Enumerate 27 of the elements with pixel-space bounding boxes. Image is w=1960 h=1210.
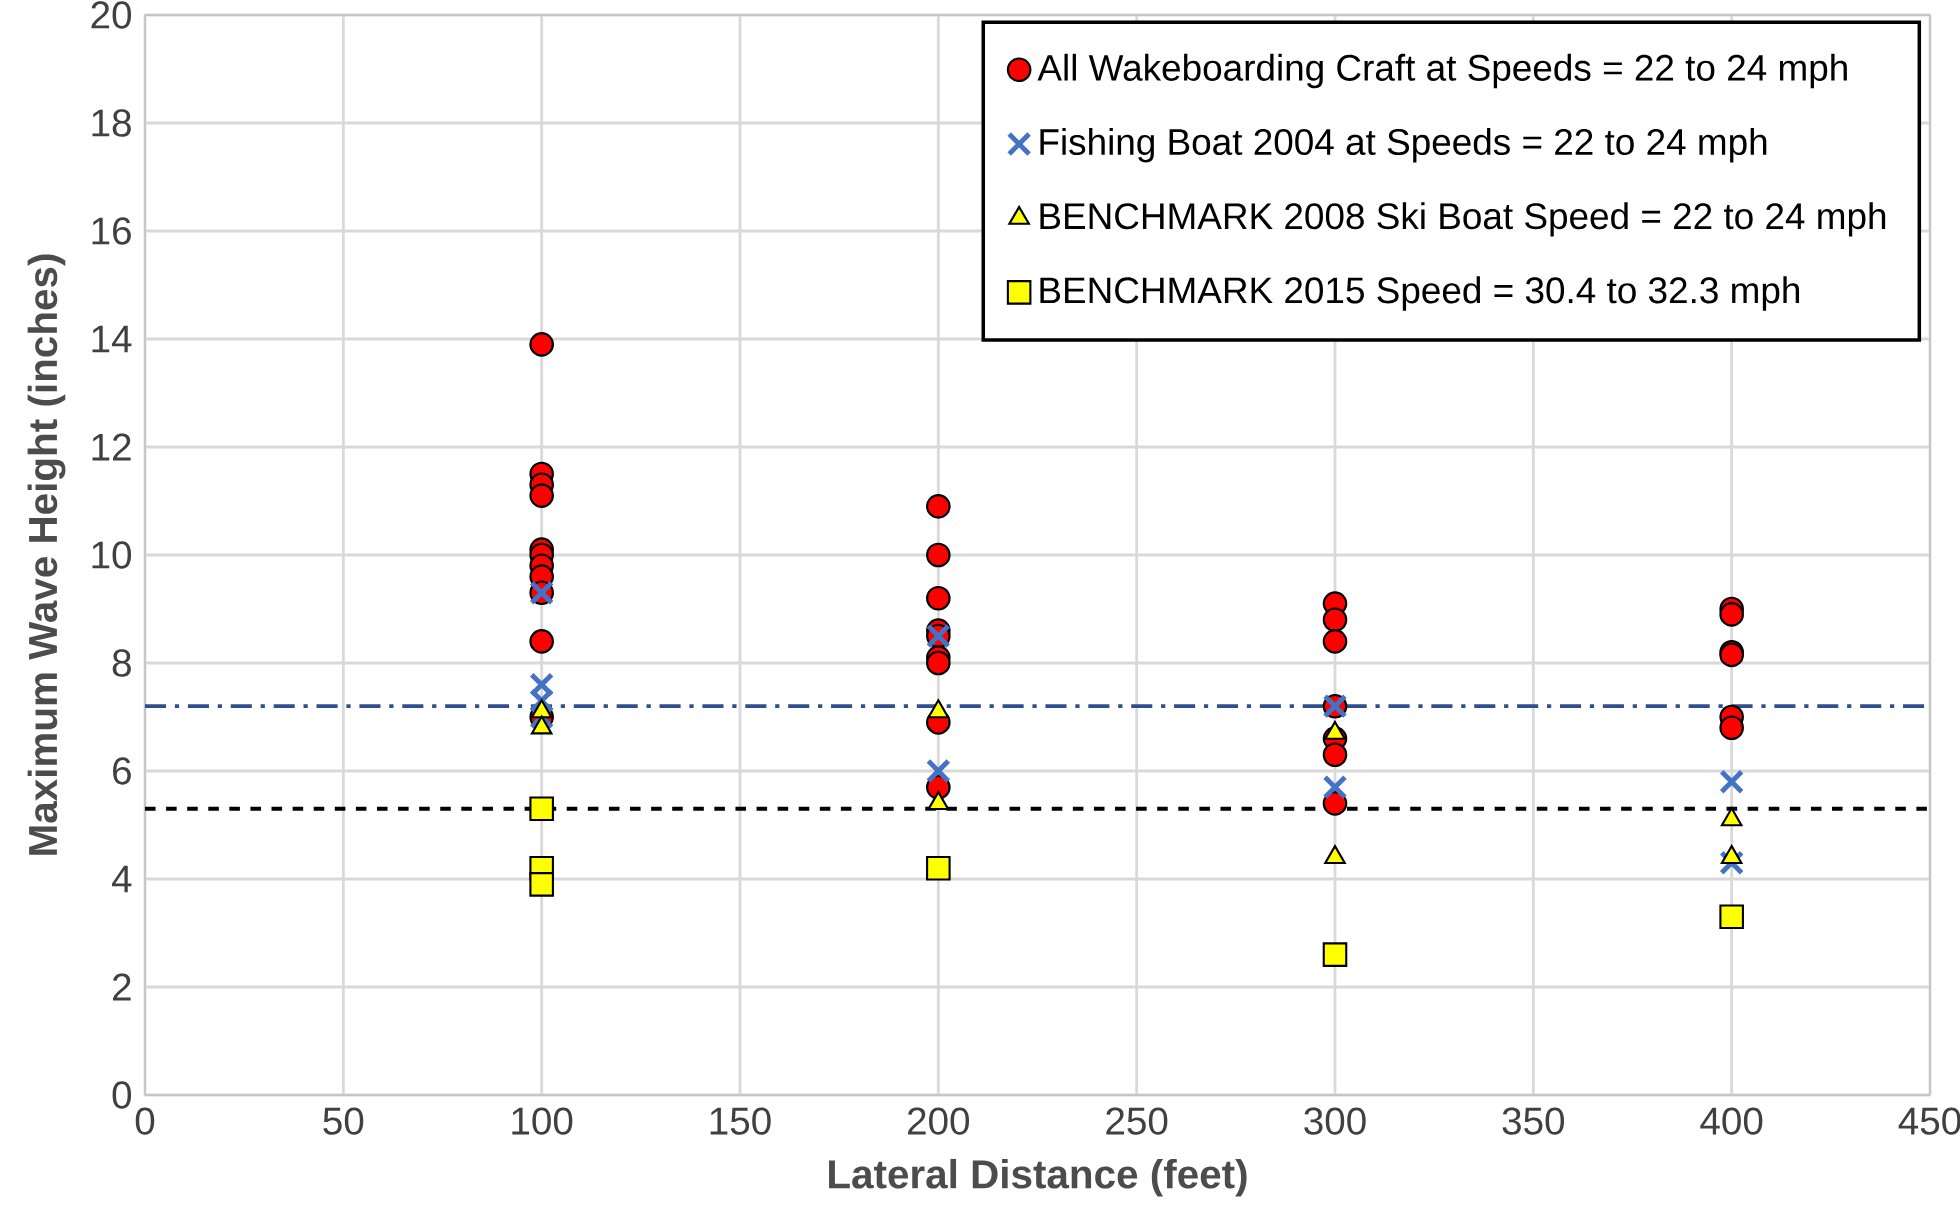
x-tick-label: 250 [1106, 1107, 1168, 1135]
y-tick-label: 20 [91, 1, 132, 29]
x-tick-label: 200 [908, 1107, 970, 1135]
x-axis-title: Lateral Distance (feet) [829, 1158, 1247, 1197]
legend-label: Fishing Boat 2004 at Speeds = 22 to 24 mph [1040, 127, 1767, 163]
y-tick-label: 4 [111, 865, 132, 893]
y-tick-label: 16 [92, 217, 131, 245]
x-tick-label: 50 [323, 1107, 364, 1135]
x-tick-label: 100 [512, 1107, 573, 1135]
y-tick-label: 14 [92, 325, 132, 353]
legend-label: All Wakeboarding Craft at Speeds = 22 to 24 mph [1037, 53, 1847, 89]
legend-label: BENCHMARK 2015 Speed = 30.4 to 32.3 mph [1040, 276, 1800, 311]
x-tick-label: 450 [1898, 1107, 1960, 1135]
y-tick-label: 6 [113, 757, 131, 785]
x-tick-label: 150 [710, 1107, 771, 1135]
x-tick-label: 0 [135, 1107, 155, 1135]
x-tick-label: 400 [1700, 1107, 1763, 1135]
y-tick-label: 10 [92, 541, 132, 569]
y-tick-label: 18 [92, 109, 131, 137]
y-tick-label: 2 [113, 973, 131, 1001]
x-tick-label: 300 [1304, 1107, 1366, 1135]
y-tick-label: 0 [112, 1081, 132, 1109]
legend-label: BENCHMARK 2008 Ski Boat Speed = 22 to 24 mph [1040, 202, 1886, 237]
y-tick-label: 8 [112, 649, 131, 677]
y-axis-title: Maximum Wave Height (inches) [27, 254, 66, 855]
y-tick-label: 12 [92, 433, 131, 461]
x-tick-label: 350 [1502, 1107, 1565, 1135]
